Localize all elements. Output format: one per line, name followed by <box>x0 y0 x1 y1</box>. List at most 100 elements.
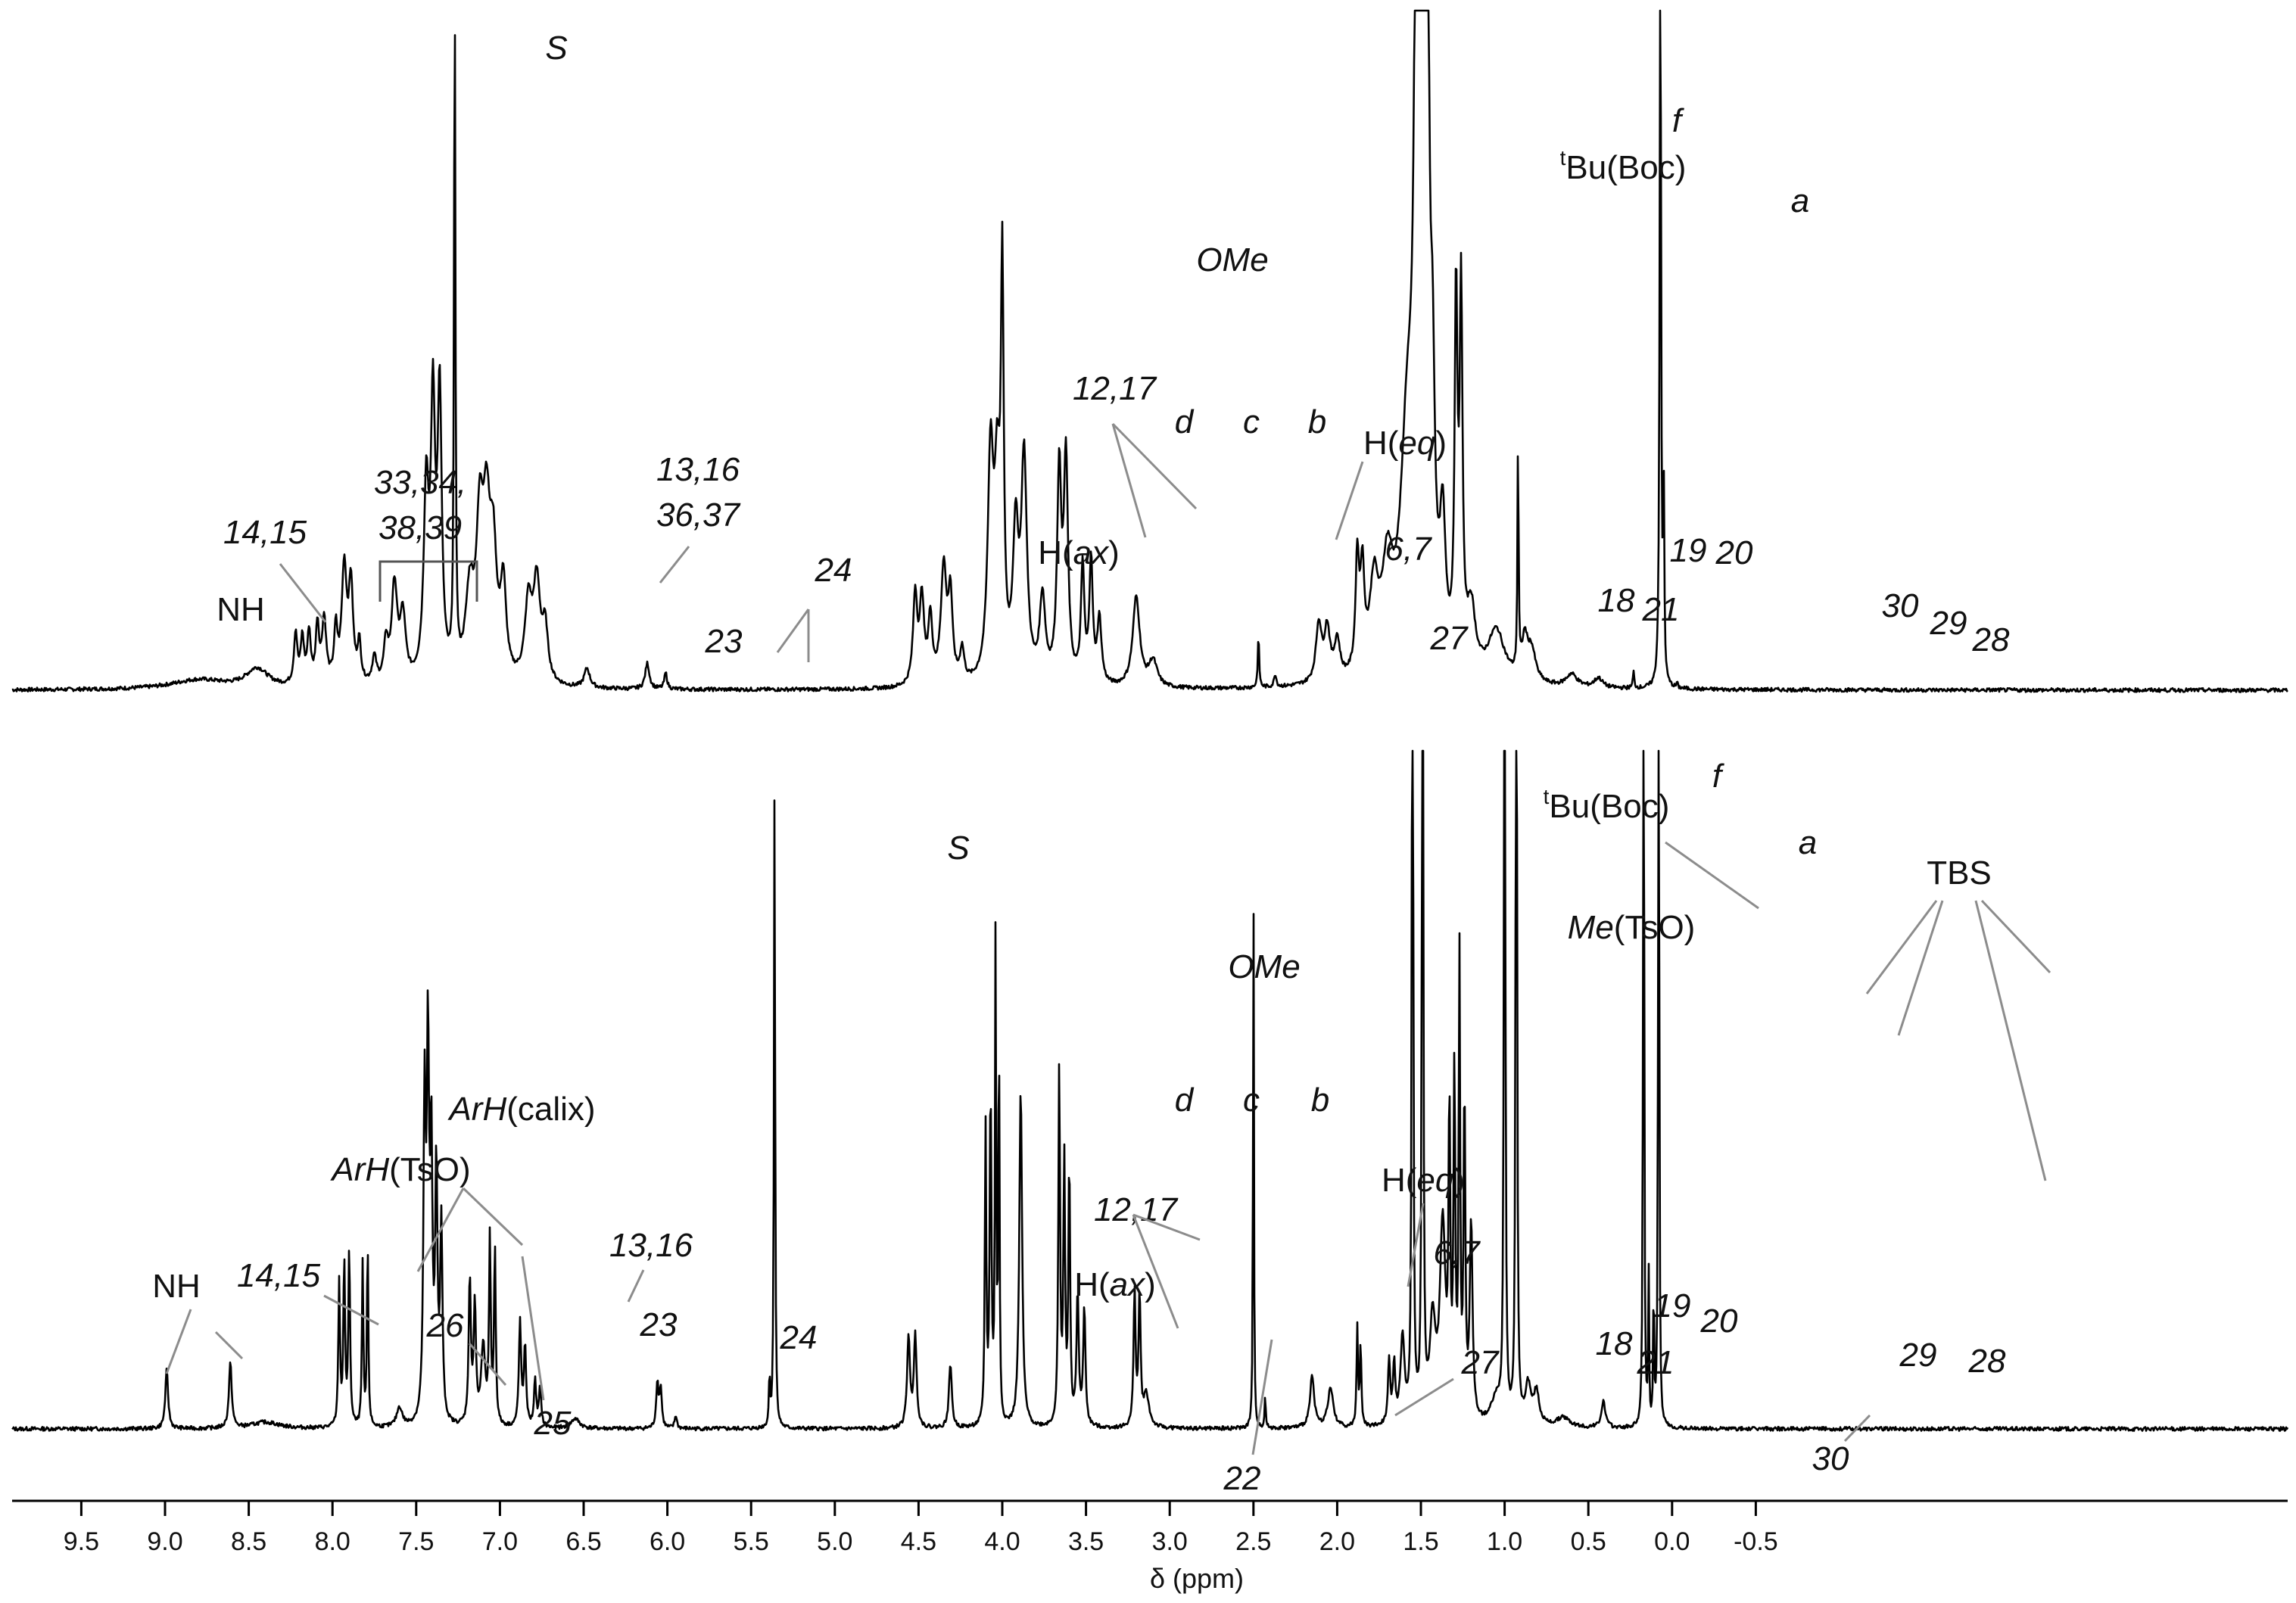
top-label-29: 29 <box>1930 605 1967 642</box>
bottom-leader-tbs-a <box>1865 900 1938 994</box>
bottom-leader-30 <box>1843 1414 1871 1443</box>
top-label-21: 21 <box>1642 591 1680 628</box>
bottom-leader-tbs-b <box>1897 900 1944 1036</box>
bottom-leader-arh-tso <box>416 1187 465 1272</box>
top-label-a: a <box>1791 182 1809 219</box>
bottom-label-c: c <box>1243 1082 1260 1119</box>
bottom-leader-tbu-boc <box>1665 841 1759 910</box>
top-label-nh: NH <box>217 591 265 628</box>
top-label-18: 18 <box>1598 582 1635 619</box>
bottom-label-26: 26 <box>426 1307 464 1344</box>
bottom-label-20: 20 <box>1700 1303 1738 1340</box>
bottom-label-b: b <box>1311 1082 1329 1119</box>
bottom-leader-arh-calix <box>462 1187 524 1247</box>
bottom-leader-h-eq <box>1407 1203 1425 1287</box>
top-label-6-7: 6,7 <box>1385 531 1432 568</box>
bottom-label-nh: NH <box>152 1268 201 1305</box>
bottom-label-a: a <box>1799 824 1817 861</box>
bottom-label-14-15: 14,15 <box>237 1257 321 1294</box>
top-label-24: 24 <box>815 552 852 589</box>
top-label-33-34: 33,34, <box>374 464 466 501</box>
top-leader-13-16 <box>659 546 690 584</box>
top-label-20: 20 <box>1715 534 1753 571</box>
top-label-36-37: 36,37 <box>656 496 741 534</box>
x-tick-label: 9.0 <box>147 1527 182 1556</box>
x-tick-label: 6.0 <box>650 1527 685 1556</box>
x-tick-label: 5.0 <box>817 1527 852 1556</box>
top-leader-h-eq <box>1335 461 1364 540</box>
top-label-c: c <box>1243 403 1260 440</box>
x-tick-label: 1.5 <box>1403 1527 1438 1556</box>
top-label-38-39: 38,39 <box>379 509 462 546</box>
top-label-12-17: 12,17 <box>1073 370 1157 407</box>
bottom-leader-nh-b <box>214 1331 244 1360</box>
bottom-label-23: 23 <box>640 1306 678 1343</box>
top-bracket-33-39 <box>379 560 478 602</box>
top-label-tbu-boc: tBu(Boc) <box>1560 146 1687 186</box>
bottom-leader-22 <box>1251 1339 1273 1455</box>
bottom-leader-26 <box>468 1343 507 1386</box>
bottom-label-arh-calix: ArH(calix) <box>447 1091 595 1128</box>
bottom-label-24: 24 <box>780 1319 818 1356</box>
top-label-h-ax: H(ax) <box>1038 534 1120 571</box>
bottom-label-18: 18 <box>1596 1325 1633 1362</box>
x-tick-label: 3.0 <box>1152 1527 1188 1556</box>
bottom-label-tbs: TBS <box>1927 854 1992 892</box>
bottom-label-h-ax: H(ax) <box>1074 1266 1156 1303</box>
x-tick-label: 8.5 <box>231 1527 266 1556</box>
top-label-30: 30 <box>1882 587 1919 624</box>
bottom-label-21: 21 <box>1637 1344 1674 1381</box>
bottom-spectrum-line <box>11 749 2289 1432</box>
x-tick-label: 0.0 <box>1654 1527 1690 1556</box>
bottom-label-tbu-boc: tBu(Boc) <box>1544 785 1670 825</box>
x-tick-label: 2.5 <box>1235 1527 1271 1556</box>
x-tick-label: 4.0 <box>984 1527 1020 1556</box>
top-label-28: 28 <box>1972 621 2010 658</box>
top-label-14-15: 14,15 <box>223 514 307 551</box>
bottom-label-arh-tso: ArH(TsO) <box>329 1151 470 1188</box>
bottom-leader-tbs-c <box>1974 900 2047 1181</box>
x-tick-label: 5.5 <box>734 1527 769 1556</box>
bottom-label-27: 27 <box>1461 1344 1500 1381</box>
bottom-label-f: f <box>1712 758 1725 795</box>
bottom-label-6-7: 6,7 <box>1433 1234 1481 1272</box>
bottom-leader-25 <box>521 1256 545 1401</box>
x-tick-label: 8.0 <box>315 1527 350 1556</box>
bottom-label-29: 29 <box>1899 1337 1937 1374</box>
top-label-23: 23 <box>705 623 743 660</box>
x-axis-ticks: 9.5 9.0 8.5 8.0 7.5 7.0 6.5 6.0 5.5 5.0 4.5 4.0 3.5 3… <box>64 1501 1778 1556</box>
x-tick-label: 9.5 <box>64 1527 99 1556</box>
top-leader-12-17b <box>1111 422 1198 510</box>
bottom-leader-tbs-d <box>1980 899 2051 974</box>
x-tick-label: 1.0 <box>1487 1527 1522 1556</box>
bottom-label-30: 30 <box>1812 1440 1849 1477</box>
top-leader-12-17a <box>1111 423 1147 538</box>
bottom-label-me-tso: Me(TsO) <box>1568 909 1696 946</box>
top-leader-14-15 <box>279 563 327 623</box>
top-label-ome: OMe <box>1196 241 1268 279</box>
top-spectrum-line <box>11 9 2288 693</box>
bottom-label-ome: OMe <box>1228 948 1300 985</box>
bottom-label-h-eq: H(eq) <box>1382 1162 1465 1199</box>
top-label-d: d <box>1175 403 1195 440</box>
bottom-label-25: 25 <box>534 1405 572 1442</box>
x-tick-label: 2.0 <box>1319 1527 1355 1556</box>
bottom-leader-14-15 <box>323 1294 379 1326</box>
x-tick-label: 7.0 <box>482 1527 518 1556</box>
bottom-leader-nh-a <box>165 1309 192 1374</box>
top-annotations: NH 14,15 33,34, 38,39 S 13,16 36,37 23 2… <box>217 30 2010 662</box>
x-tick-label: 6.5 <box>565 1527 601 1556</box>
top-leader-24a <box>776 609 810 653</box>
bottom-annotations: NH 14,15 ArH(TsO) ArH(calix) 26 25 13,16… <box>152 758 2051 1497</box>
bottom-label-19: 19 <box>1654 1287 1691 1324</box>
bottom-leader-12-17a <box>1132 1214 1179 1329</box>
top-label-13-16: 13,16 <box>656 451 740 488</box>
x-tick-label: 3.5 <box>1068 1527 1104 1556</box>
bottom-leader-13-16 <box>627 1269 645 1303</box>
bottom-leader-12-17b <box>1132 1213 1201 1241</box>
bottom-label-13-16: 13,16 <box>609 1227 693 1264</box>
top-label-b: b <box>1308 403 1326 440</box>
x-tick-label: 0.5 <box>1571 1527 1606 1556</box>
bottom-label-22: 22 <box>1223 1460 1261 1497</box>
